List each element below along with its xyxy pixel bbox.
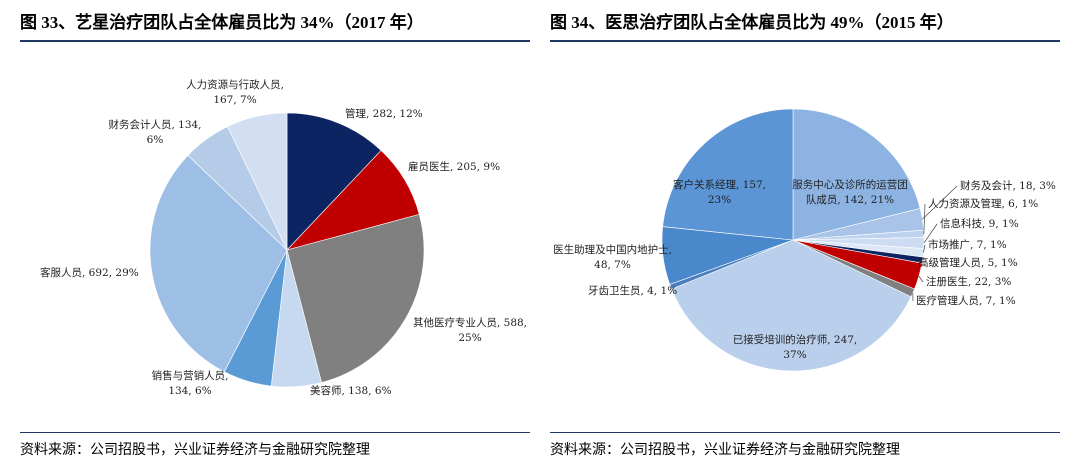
slice-label: 销售与营销人员, 134, 6%	[151, 370, 229, 397]
slice-label: 客服人员, 692, 29%	[40, 267, 139, 279]
slice-label: 雇员医生, 205, 9%	[408, 161, 501, 173]
pie-chart	[149, 112, 425, 388]
pie-slice	[227, 112, 288, 251]
leader-line	[923, 244, 926, 253]
leader-line	[922, 185, 958, 220]
slice-label: 财务及会计, 18, 3%	[960, 180, 1056, 192]
slice-label: 已接受培训的治疗师, 247, 37%	[732, 334, 858, 361]
slice-label: 医生助理及中国内地护士, 48, 7%	[553, 244, 672, 271]
slice-label: 管理, 282, 12%	[345, 108, 423, 120]
slice-label: 牙齿卫生员, 4, 1%	[588, 285, 678, 297]
slice-label: 医疗管理人员, 7, 1%	[916, 295, 1016, 307]
source-note: 资料来源：公司招股书，兴业证券经济与金融研究院整理	[20, 432, 530, 459]
slice-label: 财务会计人员, 134, 6%	[108, 119, 202, 146]
chart-panel: 图 34、医思治疗团队占全体雇员比为 49%（2015 年） 服务中心及诊所的运营…	[550, 0, 1060, 464]
pie-slice	[149, 154, 288, 373]
slice-label: 美容师, 138, 6%	[310, 385, 392, 397]
slice-label: 注册医生, 22, 3%	[926, 276, 1012, 288]
pie-slice	[286, 213, 425, 383]
pie-chart	[661, 108, 958, 372]
leader-line	[923, 203, 926, 234]
pie-slice	[792, 108, 921, 241]
slice-label: 市场推广, 7, 1%	[928, 239, 1007, 251]
leader-line	[923, 223, 938, 244]
slice-label: 服务中心及诊所的运营团队成员, 142, 21%	[792, 179, 908, 206]
slice-label: 人力资源与行政人员, 167, 7%	[186, 79, 284, 106]
leader-line	[918, 276, 924, 283]
chart-title: 图 34、医思治疗团队占全体雇员比为 49%（2015 年）	[550, 8, 1060, 42]
pie-slice	[662, 108, 794, 241]
slice-label: 高级管理人员, 5, 1%	[918, 257, 1018, 269]
pie-slice	[286, 112, 382, 251]
slice-label: 客户关系经理, 157, 23%	[672, 179, 767, 206]
chart-title: 图 33、艺星治疗团队占全体雇员比为 34%（2017 年）	[20, 8, 530, 42]
pie-slice	[671, 239, 912, 372]
slice-label: 其他医疗专业人员, 588, 25%	[412, 317, 528, 344]
slice-label: 信息科技, 9, 1%	[940, 218, 1019, 230]
source-note: 资料来源：公司招股书，兴业证券经济与金融研究院整理	[550, 432, 1060, 459]
slice-label: 人力资源及管理, 6, 1%	[928, 198, 1039, 210]
chart-panel: 图 33、艺星治疗团队占全体雇员比为 34%（2017 年） 管理, 282, 1…	[20, 0, 530, 464]
